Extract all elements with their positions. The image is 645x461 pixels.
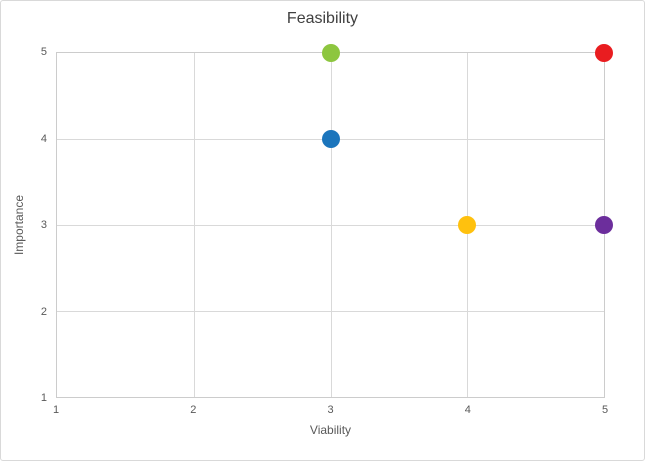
- data-point-green: [321, 44, 340, 62]
- data-point-yellow: [458, 216, 477, 234]
- data-point-blue: [321, 130, 340, 148]
- x-tick-label-2: 2: [190, 404, 197, 416]
- y-tick-label-5: 5: [40, 46, 47, 58]
- x-tick-label-5: 5: [601, 404, 609, 416]
- x-tick-label-4: 4: [464, 404, 471, 416]
- data-point-red: [595, 44, 613, 62]
- y-axis-ticks: 1 2 3 4 5: [1, 46, 49, 404]
- x-tick-label-1: 1: [52, 404, 60, 416]
- x-axis-ticks: 1 2 3 4 5: [52, 404, 609, 420]
- x-tick-label-3: 3: [327, 404, 334, 416]
- horizontal-gridline-y3: [57, 225, 604, 226]
- x-axis-title: Viability: [309, 423, 352, 437]
- y-tick-label-3: 3: [40, 219, 47, 231]
- horizontal-gridline-y2: [57, 311, 604, 312]
- y-tick-label-1: 1: [40, 392, 47, 404]
- plot-area: [56, 44, 613, 398]
- data-point-purple: [595, 216, 613, 234]
- y-tick-label-2: 2: [40, 305, 47, 318]
- y-tick-label-4: 4: [40, 132, 47, 145]
- chart-title: Feasibility: [286, 10, 359, 27]
